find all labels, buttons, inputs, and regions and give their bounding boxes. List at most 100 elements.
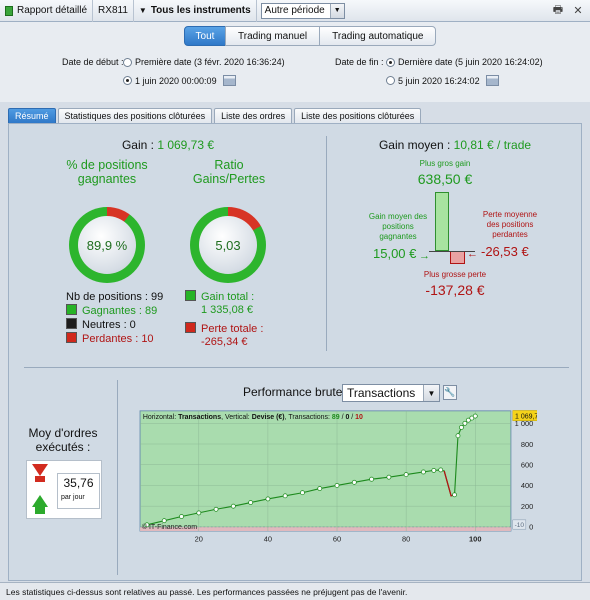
report-button[interactable]: Rapport détaillé [0,0,94,22]
orders-value: 35,76 [63,476,94,490]
period-value: Autre période [264,5,325,16]
red-square-icon [185,322,196,333]
green-square-icon [66,304,77,315]
max-loss-label: Plus grosse perte [423,270,487,279]
data-point [386,474,392,480]
data-point [462,420,468,426]
x-tick-label: 80 [402,534,410,543]
neutral-count: Neutres : 0 [82,319,136,331]
chart-header-part: 10 [355,414,363,421]
trading-mode-tabs: Tout Trading manuel Trading automatique [184,26,437,46]
period-select[interactable]: Autre période ▼ [260,2,345,19]
report-tabs: Résumé Statistiques des positions clôtur… [8,108,423,123]
tab-closed-stats[interactable]: Statistiques des positions clôturées [57,108,213,123]
start-first-date-text: Première date (3 févr. 2020 16:36:24) [135,57,285,67]
tab-summary[interactable]: Résumé [8,108,56,123]
divider [117,380,118,575]
radio-icon[interactable] [386,76,395,85]
loss-zone [140,526,511,532]
pct-winning-ring: 89,9 % [69,207,145,283]
instruments-label: Tous les instruments [150,5,251,16]
data-point [161,518,167,524]
data-point [213,506,219,512]
y-tick-label: 1 000 [515,419,534,428]
y-tick-label: 400 [521,481,533,490]
arrow-right-icon: → [419,250,430,262]
data-point [282,493,288,499]
data-point [334,483,340,488]
plot-area [139,410,512,532]
total-gain-value: 1 335,08 € [201,304,253,316]
performance-mode-value: Transactions [347,386,416,400]
avg-loss-label: Perte moyenne des positions perdantes [482,210,538,239]
x-tick-label: 20 [195,534,203,543]
avg-gain-bar [435,192,449,251]
tab-closed-positions[interactable]: Liste des positions clôturées [294,108,422,123]
gain-value: 1 069,73 € [157,138,215,152]
tab-all[interactable]: Tout [184,26,226,46]
divider [326,136,327,351]
chart-header-part: 0 [345,414,349,421]
up-arrow-tail [35,507,45,514]
pct-winning-value: 89,9 % [78,216,136,274]
toolbar: Rapport détaillé RX811 ▼ Tous les instru… [0,0,590,22]
data-point [248,500,254,505]
chart-header-part: , Transactions: [285,414,332,421]
wrench-icon[interactable]: 🔧 [443,385,457,400]
calendar-icon[interactable] [222,75,236,86]
min-value-label: -10 [515,522,525,529]
position-counts: Nb de positions : 99 Gagnantes : 89 Neut… [66,290,163,346]
totals: Gain total : 1 335,08 € Perte totale : -… [185,290,263,349]
tab-automatic[interactable]: Trading automatique [319,26,437,46]
x-tick-label: 40 [264,534,272,543]
radio-icon[interactable] [123,76,132,85]
data-point [265,496,271,502]
tab-manual[interactable]: Trading manuel [225,26,321,46]
data-point [351,479,357,485]
series-line [146,415,476,526]
start-custom-date-option[interactable]: 1 juin 2020 00:00:09 [123,75,236,86]
chart-header-part: Transactions [178,414,221,421]
close-icon[interactable]: ✕ [573,5,583,17]
print-icon[interactable]: 🖶 [552,4,564,16]
down-arrow-icon [32,464,48,476]
performance-mode-select[interactable]: Transactions ▼ [342,384,440,402]
summary-panel: Gain : 1 069,73 € % de positions gagnant… [8,123,582,581]
chart-header-part: 89 [332,414,340,421]
end-last-date-option[interactable]: Dernière date (5 juin 2020 16:24:02) [386,57,543,67]
max-loss-value: -137,28 € [425,282,485,298]
filter-panel: Tout Trading manuel Trading automatique … [0,22,590,102]
chevron-down-icon: ▼ [423,385,439,401]
footer-disclaimer: Les statistiques ci-dessus sont relative… [0,582,590,600]
chevron-down-icon: ▼ [329,3,344,18]
y-tick-label: 0 [529,523,533,532]
start-first-date-option[interactable]: Première date (3 févr. 2020 16:36:24) [123,57,285,67]
data-point [465,417,471,423]
data-point [438,467,444,473]
min-value-badge [512,519,527,530]
data-point [431,468,437,473]
chart-header-part: , Vertical: [221,414,252,421]
end-date-label: Date de fin : [335,57,384,67]
zero-line [429,251,475,252]
data-point [196,510,202,516]
instruments-dropdown[interactable]: ▼ Tous les instruments [134,0,257,22]
data-point [421,469,426,475]
chart-header-part: Horizontal: [143,414,178,421]
up-arrow-icon [32,495,48,507]
radio-icon[interactable] [386,57,395,67]
avg-gain-heading: Gain moyen : 10,81 € / trade [327,138,583,152]
end-last-date-text: Dernière date (5 juin 2020 16:24:02) [398,57,543,67]
chart-watermark: © IT-Finance.com [142,523,197,531]
data-point [144,522,150,528]
y-tick-label: 600 [521,461,533,470]
total-loss-label: Perte totale : [201,323,264,335]
end-custom-date-option[interactable]: 5 juin 2020 16:24:02 [386,75,499,86]
orders-card: 35,76 par jour [26,460,102,519]
radio-icon[interactable] [123,57,132,67]
start-date-label: Date de début : [62,57,124,67]
calendar-icon[interactable] [485,75,499,86]
data-point [179,514,184,519]
tab-orders[interactable]: Liste des ordres [214,108,293,123]
orders-title: Moy d'ordres exécutés : [28,426,98,454]
